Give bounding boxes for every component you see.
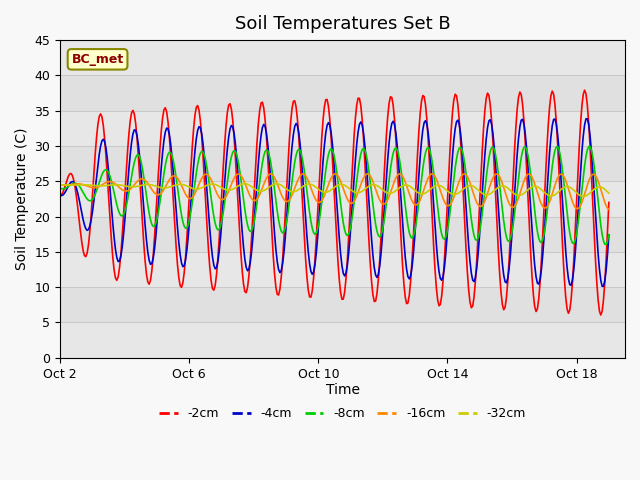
-2cm	[597, 312, 605, 318]
Line: -4cm: -4cm	[60, 119, 609, 286]
-4cm	[584, 116, 591, 121]
-2cm	[580, 87, 588, 93]
-2cm	[458, 163, 466, 168]
-32cm	[56, 182, 64, 188]
-2cm	[605, 200, 612, 205]
-8cm	[605, 232, 612, 238]
-32cm	[444, 188, 451, 193]
-8cm	[442, 234, 449, 240]
-32cm	[221, 186, 228, 192]
Bar	[60, 181, 625, 216]
X-axis label: Time: Time	[326, 384, 360, 397]
-16cm	[551, 182, 559, 188]
-4cm	[550, 117, 557, 122]
-16cm	[56, 182, 64, 188]
-32cm	[241, 181, 249, 187]
-4cm	[600, 283, 607, 289]
Bar	[60, 252, 625, 287]
-8cm	[56, 185, 64, 191]
-32cm	[579, 193, 587, 199]
-8cm	[586, 144, 594, 149]
-2cm	[361, 159, 369, 165]
-4cm	[458, 144, 466, 150]
Y-axis label: Soil Temperature (C): Soil Temperature (C)	[15, 128, 29, 270]
-32cm	[551, 192, 559, 198]
-16cm	[605, 206, 612, 212]
Line: -2cm: -2cm	[60, 90, 609, 315]
-8cm	[361, 147, 369, 153]
-32cm	[605, 190, 612, 196]
-16cm	[239, 177, 247, 183]
-32cm	[460, 186, 467, 192]
-16cm	[361, 173, 369, 179]
-2cm	[221, 142, 228, 147]
-16cm	[221, 195, 228, 201]
-4cm	[239, 244, 247, 250]
-16cm	[444, 203, 451, 208]
Bar	[60, 323, 625, 358]
-2cm	[442, 233, 449, 239]
Bar	[60, 111, 625, 146]
-4cm	[221, 180, 228, 185]
-16cm	[364, 171, 371, 177]
Text: BC_met: BC_met	[72, 53, 124, 66]
-8cm	[458, 147, 466, 153]
-4cm	[361, 143, 369, 148]
-2cm	[239, 281, 247, 287]
Legend: -2cm, -4cm, -8cm, -16cm, -32cm: -2cm, -4cm, -8cm, -16cm, -32cm	[154, 402, 531, 425]
Line: -32cm: -32cm	[60, 184, 609, 196]
-4cm	[442, 251, 449, 257]
-32cm	[362, 185, 370, 191]
-32cm	[239, 181, 247, 187]
Line: -16cm: -16cm	[60, 174, 609, 209]
Title: Soil Temperatures Set B: Soil Temperatures Set B	[235, 15, 451, 33]
-4cm	[56, 192, 64, 198]
Line: -8cm: -8cm	[60, 146, 609, 244]
-2cm	[550, 91, 557, 97]
-8cm	[239, 197, 247, 203]
-8cm	[602, 241, 610, 247]
Bar	[60, 40, 625, 75]
-4cm	[605, 232, 612, 238]
-16cm	[460, 171, 467, 177]
-2cm	[56, 192, 64, 198]
-8cm	[221, 200, 228, 205]
-8cm	[550, 154, 557, 160]
